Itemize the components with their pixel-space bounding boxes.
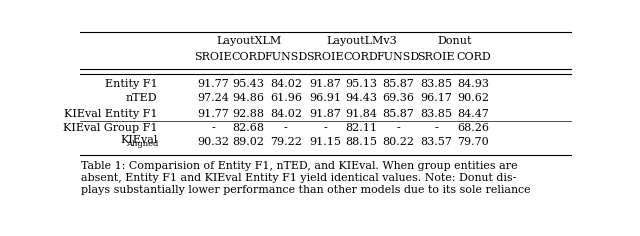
Text: CORD: CORD — [456, 52, 491, 62]
Text: 91.77: 91.77 — [197, 109, 229, 119]
Text: 61.96: 61.96 — [270, 93, 302, 103]
Text: -: - — [211, 123, 215, 133]
Text: 91.87: 91.87 — [309, 109, 341, 119]
Text: 96.17: 96.17 — [420, 93, 452, 103]
Text: SROIE: SROIE — [194, 52, 232, 62]
Text: 82.68: 82.68 — [233, 123, 265, 133]
Text: 92.88: 92.88 — [233, 109, 265, 119]
Text: 89.02: 89.02 — [233, 137, 265, 148]
Text: 94.86: 94.86 — [233, 93, 265, 103]
Text: -: - — [396, 123, 400, 133]
Text: 91.15: 91.15 — [309, 137, 341, 148]
Text: 79.22: 79.22 — [270, 137, 302, 148]
Text: KIEval: KIEval — [120, 135, 157, 145]
Text: 80.22: 80.22 — [382, 137, 414, 148]
Text: Aligned: Aligned — [126, 140, 158, 148]
Text: 84.02: 84.02 — [270, 79, 302, 89]
Text: 91.77: 91.77 — [197, 79, 229, 89]
Text: 85.87: 85.87 — [382, 79, 414, 89]
Text: LayoutXLM: LayoutXLM — [217, 36, 282, 46]
Text: 95.43: 95.43 — [233, 79, 265, 89]
Text: CORD: CORD — [231, 52, 266, 62]
Text: 85.87: 85.87 — [382, 109, 414, 119]
Text: -: - — [323, 123, 327, 133]
Text: 96.91: 96.91 — [309, 93, 341, 103]
Text: -: - — [435, 123, 438, 133]
Text: KIEval Group F1: KIEval Group F1 — [63, 123, 157, 133]
Text: Donut: Donut — [438, 36, 472, 46]
Text: 97.24: 97.24 — [197, 93, 229, 103]
Text: LayoutLMv3: LayoutLMv3 — [326, 36, 397, 46]
Text: 90.62: 90.62 — [458, 93, 490, 103]
Text: 68.26: 68.26 — [458, 123, 490, 133]
Text: 94.43: 94.43 — [345, 93, 377, 103]
Text: FUNSD: FUNSD — [376, 52, 420, 62]
Text: CORD: CORD — [344, 52, 379, 62]
Text: KIEval Entity F1: KIEval Entity F1 — [64, 109, 157, 119]
Text: nTED: nTED — [125, 93, 157, 103]
Text: 83.85: 83.85 — [420, 79, 452, 89]
Text: 95.13: 95.13 — [345, 79, 377, 89]
Text: 84.02: 84.02 — [270, 109, 302, 119]
Text: 91.84: 91.84 — [345, 109, 377, 119]
Text: 91.87: 91.87 — [309, 79, 341, 89]
Text: 88.15: 88.15 — [345, 137, 377, 148]
Text: 79.70: 79.70 — [458, 137, 489, 148]
Text: -: - — [284, 123, 288, 133]
Text: 82.11: 82.11 — [345, 123, 377, 133]
Text: 90.32: 90.32 — [197, 137, 229, 148]
Text: 83.57: 83.57 — [420, 137, 452, 148]
Text: 83.85: 83.85 — [420, 109, 452, 119]
Text: FUNSD: FUNSD — [264, 52, 307, 62]
Text: Table 1: Comparision of Entity F1, nTED, and KIEval. When group entities are
abs: Table 1: Comparision of Entity F1, nTED,… — [81, 161, 531, 194]
Text: 84.47: 84.47 — [458, 109, 489, 119]
Text: SROIE: SROIE — [306, 52, 344, 62]
Text: SROIE: SROIE — [417, 52, 455, 62]
Text: Entity F1: Entity F1 — [105, 79, 157, 89]
Text: 84.93: 84.93 — [458, 79, 490, 89]
Text: 69.36: 69.36 — [382, 93, 414, 103]
